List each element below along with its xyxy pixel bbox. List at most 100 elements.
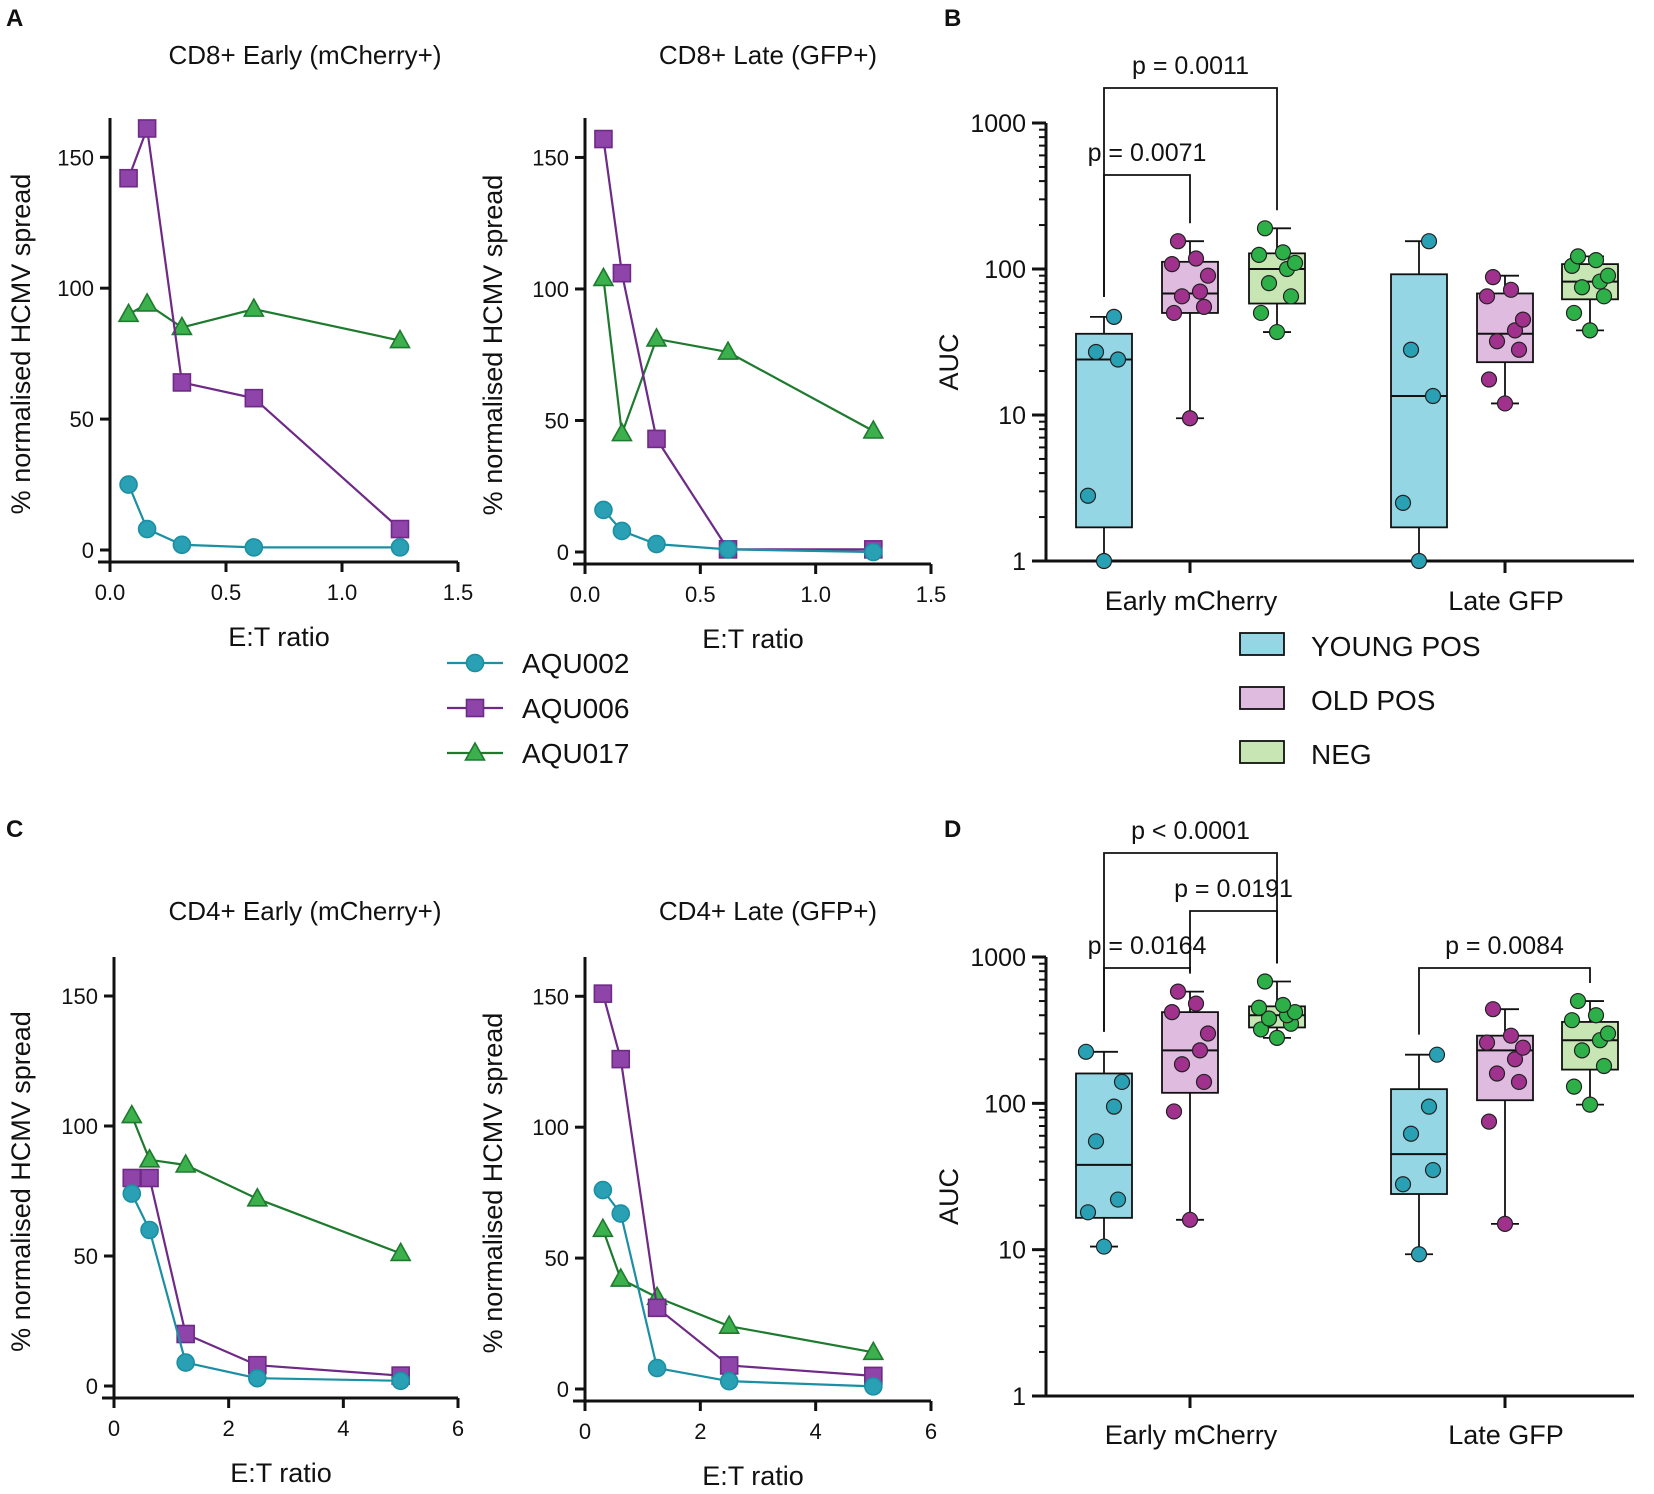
- x-axis-label: E:T ratio: [228, 622, 330, 652]
- data-point-aqu017: [136, 292, 158, 312]
- y-tick-label: 150: [57, 145, 94, 170]
- y-axis-label: % normalised HCMV spread: [478, 1013, 508, 1354]
- point-neg: [1569, 992, 1587, 1010]
- data-point-aqu002: [718, 540, 738, 559]
- y-tick-label: 50: [545, 408, 569, 433]
- point-young-pos: [1079, 1204, 1097, 1221]
- point-young-pos: [1428, 1046, 1446, 1063]
- y-tick-label: 10: [998, 1237, 1026, 1265]
- p-value-label: p = 0.0191: [1174, 875, 1293, 903]
- y-tick-label: 100: [57, 276, 94, 301]
- data-point-aqu006: [647, 1298, 667, 1318]
- p-value-label: p < 0.0001: [1131, 817, 1250, 845]
- legend-marker-aqu017: [464, 741, 486, 761]
- data-point-aqu017: [171, 315, 193, 336]
- point-old-pos: [1506, 1051, 1524, 1068]
- point-old-pos: [1484, 269, 1502, 286]
- point-young-pos: [1410, 552, 1428, 570]
- point-neg: [1286, 1004, 1304, 1021]
- y-tick-label: 1: [1012, 548, 1026, 576]
- point-old-pos: [1506, 322, 1524, 339]
- x-tick-label: 4: [337, 1416, 349, 1441]
- point-old-pos: [1199, 267, 1217, 284]
- box-chart-legend: YOUNG POS OLD POS NEG: [1239, 631, 1481, 770]
- point-neg: [1268, 1029, 1286, 1046]
- y-axis-label: AUC: [934, 333, 964, 390]
- chart-cd8-early: CD8+ Early (mCherry+) 0 50 100 150 0.0 0.5 1.0 1…: [6, 40, 473, 652]
- data-point-aqu006: [593, 984, 613, 1003]
- data-point-aqu006: [137, 119, 157, 138]
- category-label: Late GFP: [1448, 586, 1564, 616]
- point-old-pos: [1502, 1027, 1520, 1044]
- point-young-pos: [1420, 1098, 1438, 1115]
- point-old-pos: [1502, 281, 1520, 298]
- x-tick-label: 1.5: [916, 582, 947, 607]
- data-point-aqu017: [718, 1314, 741, 1334]
- point-young-pos: [1402, 341, 1420, 358]
- y-axis-label: AUC: [934, 1168, 964, 1225]
- data-point-aqu002: [391, 1371, 410, 1391]
- point-neg: [1256, 220, 1274, 237]
- data-point-aqu017: [611, 421, 633, 442]
- point-young-pos: [1087, 343, 1105, 361]
- point-old-pos: [1478, 1034, 1496, 1051]
- point-neg: [1565, 304, 1583, 322]
- point-neg: [1569, 248, 1587, 265]
- category-label: Late GFP: [1448, 1420, 1564, 1450]
- x-tick-label: 0: [579, 1419, 591, 1444]
- legend-label-neg: NEG: [1311, 739, 1372, 770]
- data-point-aqu002: [248, 1368, 267, 1388]
- point-young-pos: [1079, 487, 1097, 504]
- point-young-pos: [1394, 494, 1412, 512]
- x-tick-label: 6: [925, 1419, 937, 1444]
- y-tick-label: 50: [545, 1246, 569, 1271]
- point-old-pos: [1165, 1103, 1183, 1120]
- data-point-aqu006: [122, 1168, 142, 1188]
- data-point-aqu006: [594, 129, 613, 149]
- data-point-aqu006: [647, 429, 666, 449]
- data-point-aqu017: [717, 340, 739, 360]
- data-point-aqu017: [138, 1148, 161, 1168]
- point-young-pos: [1420, 233, 1438, 250]
- data-point-aqu002: [611, 1204, 631, 1223]
- point-young-pos: [1109, 1191, 1127, 1208]
- point-old-pos: [1191, 1042, 1209, 1059]
- x-tick-label: 0.5: [685, 582, 716, 607]
- data-point-aqu002: [176, 1353, 195, 1372]
- point-neg: [1282, 288, 1300, 305]
- series-line-aqu002: [602, 509, 874, 554]
- y-tick-label: 100: [61, 1114, 98, 1139]
- point-young-pos: [1410, 1246, 1428, 1263]
- point-neg: [1268, 323, 1286, 341]
- point-old-pos: [1496, 1215, 1514, 1232]
- point-neg: [1565, 1078, 1583, 1095]
- data-point-aqu006: [612, 263, 632, 283]
- point-neg: [1595, 1057, 1613, 1075]
- x-axis-label: E:T ratio: [702, 1461, 804, 1491]
- point-young-pos: [1077, 1043, 1095, 1060]
- data-point-aqu006: [140, 1168, 159, 1188]
- point-old-pos: [1510, 1073, 1528, 1091]
- panel-letter-c: C: [6, 816, 23, 843]
- legend-swatch-young-pos: [1239, 632, 1285, 656]
- data-point-aqu017: [174, 1153, 197, 1173]
- point-young-pos: [1105, 1098, 1123, 1115]
- legend-label-young-pos: YOUNG POS: [1311, 631, 1481, 662]
- legend-swatch-neg: [1239, 740, 1285, 764]
- data-point-aqu002: [864, 1377, 883, 1396]
- point-neg: [1252, 304, 1270, 322]
- point-neg: [1286, 254, 1304, 272]
- chart-auc-cd8: 1 10 100 1000 Early mCherry Late GFP AUC p = 0.…: [934, 52, 1634, 616]
- legend-label-old-pos: OLD POS: [1311, 685, 1435, 716]
- data-point-aqu002: [172, 535, 192, 555]
- x-tick-label: 6: [452, 1416, 464, 1441]
- point-young-pos: [1113, 1073, 1131, 1091]
- p-value-label: p = 0.0164: [1088, 932, 1207, 960]
- p-value-label: p = 0.0084: [1445, 932, 1564, 960]
- panel-letter-d: D: [944, 816, 961, 843]
- point-old-pos: [1163, 256, 1181, 273]
- point-young-pos: [1105, 308, 1123, 325]
- data-point-aqu006: [390, 519, 410, 539]
- point-old-pos: [1165, 304, 1183, 322]
